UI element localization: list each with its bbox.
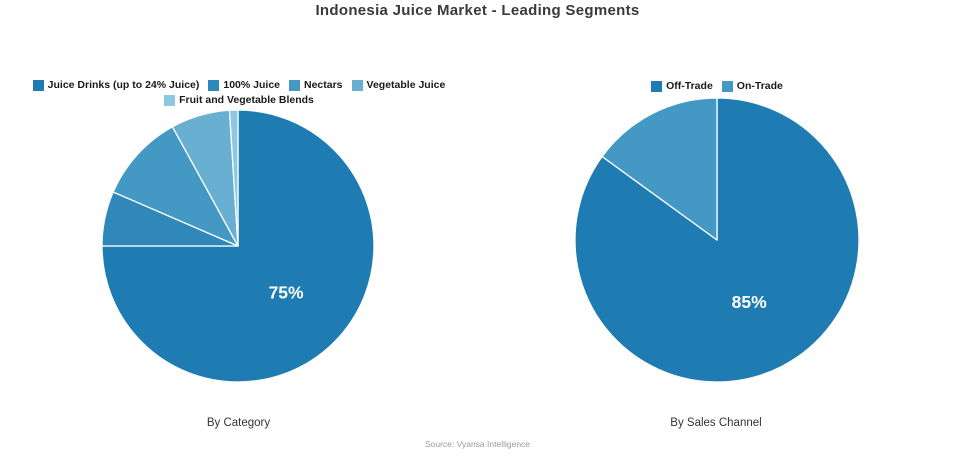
legend-label: Vegetable Juice [366, 79, 446, 91]
legend-swatch-icon [208, 79, 220, 91]
legend-swatch-icon [164, 94, 176, 106]
sales-channel-chart-label: By Sales Channel [670, 417, 762, 429]
chart-title: Indonesia Juice Market - Leading Segment… [315, 2, 640, 19]
sales-channel-pie-chart: 85% [574, 97, 860, 383]
legend-label: Nectars [304, 79, 343, 91]
legend-item-on-trade[interactable]: On-Trade [721, 79, 783, 93]
pie-slice-on-trade[interactable] [601, 97, 718, 241]
legend-label: Juice Drinks (up to 24% Juice) [47, 79, 200, 91]
legend-item-juice-drinks-up-to-24-juice[interactable]: Juice Drinks (up to 24% Juice) [32, 78, 200, 92]
legend-item-fruit-and-vegetable-blends[interactable]: Fruit and Vegetable Blends [164, 93, 314, 107]
slice-percent-label: 75% [269, 283, 304, 303]
legend-item-off-trade[interactable]: Off-Trade [651, 79, 713, 93]
legend-label: On-Trade [736, 80, 783, 92]
legend-swatch-icon [32, 79, 44, 91]
legend-item-vegetable-juice[interactable]: Vegetable Juice [351, 78, 446, 92]
category-pie-chart: 75% [101, 109, 375, 383]
legend-label: Fruit and Vegetable Blends [179, 94, 314, 106]
category-chart-label: By Category [206, 417, 271, 429]
pie-slice-fruit-and-vegetable-blends[interactable] [228, 109, 239, 247]
category-legend: Juice Drinks (up to 24% Juice) 100% Juice… [4, 78, 474, 107]
legend-swatch-icon [351, 79, 363, 91]
source-note: Source: Vyansa Intelligence [424, 439, 531, 449]
legend-label: Off-Trade [666, 80, 713, 92]
sales-channel-legend: Off-Trade On-Trade [577, 79, 857, 93]
legend-item-nectars[interactable]: Nectars [289, 78, 343, 92]
legend-swatch-icon [721, 80, 733, 92]
legend-label: 100% Juice [223, 79, 280, 91]
legend-item-100-juice[interactable]: 100% Juice [208, 78, 280, 92]
legend-swatch-icon [289, 79, 300, 91]
pie-slice-nectars[interactable] [112, 126, 239, 247]
slice-percent-label: 85% [732, 292, 767, 312]
legend-swatch-icon [651, 80, 663, 92]
